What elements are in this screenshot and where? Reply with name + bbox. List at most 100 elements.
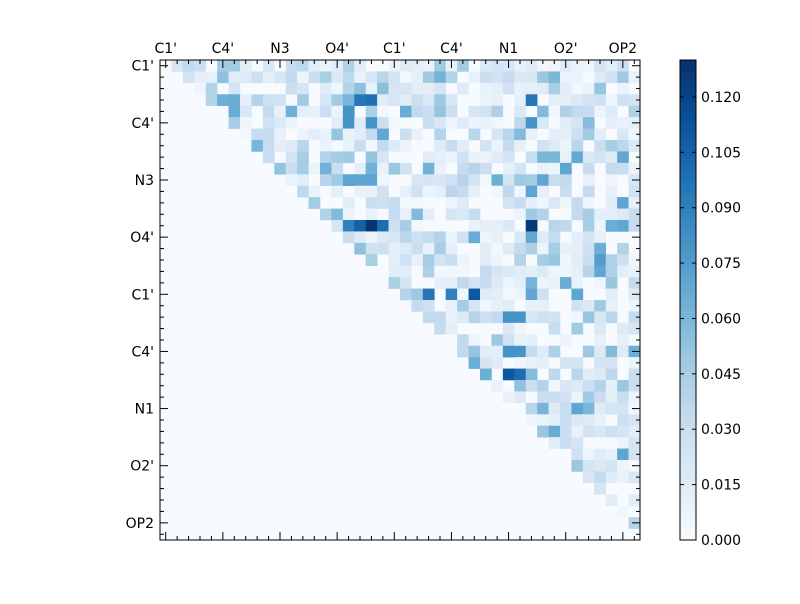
heatmap-cell [434, 322, 447, 335]
heatmap-cell [388, 254, 401, 267]
heatmap-cell [445, 140, 458, 152]
heatmap-cell [434, 231, 447, 244]
heatmap-cell [480, 94, 492, 107]
heatmap-cell [514, 82, 527, 95]
heatmap-cell [228, 117, 241, 129]
heatmap-cell [594, 94, 607, 107]
heatmap-cell [262, 94, 275, 107]
colorbar-tick-label: 0.090 [701, 201, 741, 217]
heatmap-cell [480, 162, 492, 175]
heatmap-cell [491, 300, 504, 312]
heatmap-cell [628, 105, 641, 118]
heatmap-cell [251, 71, 264, 84]
heatmap-cell [548, 242, 561, 255]
heatmap-cell [411, 71, 424, 84]
heatmap-cell [377, 185, 389, 198]
heatmap-cell [514, 265, 527, 278]
heatmap-cell [605, 425, 618, 438]
heatmap-cell [525, 174, 538, 187]
heatmap-cell [297, 174, 309, 187]
heatmap-cell [262, 128, 275, 141]
heatmap-cell [274, 140, 287, 152]
heatmap-cell [514, 391, 527, 404]
heatmap-cell [594, 60, 607, 72]
heatmap-cell [514, 71, 527, 84]
heatmap-cell [480, 220, 492, 232]
heatmap-cell [434, 151, 447, 164]
heatmap-cell [480, 71, 492, 84]
heatmap-cell [262, 151, 275, 164]
heatmap-cell [525, 402, 538, 415]
heatmap-cell [491, 117, 504, 129]
heatmap-cell [434, 117, 447, 129]
heatmap-cell [365, 71, 378, 84]
heatmap-cell [605, 140, 618, 152]
heatmap-cell [480, 174, 492, 187]
heatmap-cell [422, 151, 435, 164]
heatmap-cell [434, 140, 447, 152]
heatmap-cell [525, 82, 538, 95]
heatmap-cell [331, 94, 344, 107]
heatmap-cell [365, 231, 378, 244]
heatmap-cell [445, 277, 458, 289]
heatmap-cell [365, 197, 378, 209]
heatmap-cell [605, 197, 618, 209]
heatmap-cell [617, 242, 629, 255]
heatmap-cell [434, 71, 447, 84]
heatmap-cell [468, 357, 481, 369]
x-tick-label: O4' [325, 41, 349, 57]
heatmap-cell [365, 105, 378, 118]
heatmap-cell [274, 71, 287, 84]
heatmap-cell [457, 300, 469, 312]
heatmap-cell [445, 311, 458, 324]
heatmap-cell [377, 151, 389, 164]
heatmap-cell [480, 117, 492, 129]
heatmap-cell [422, 231, 435, 244]
heatmap-cell [571, 277, 584, 289]
heatmap-cells [160, 60, 641, 540]
heatmap-cell [571, 368, 584, 381]
heatmap-cell [582, 208, 595, 221]
heatmap-cell [480, 300, 492, 312]
colorbar-tick-label: 0.120 [701, 90, 741, 106]
heatmap-cell [502, 322, 515, 335]
heatmap-cell [537, 277, 549, 289]
heatmap-cell [617, 345, 629, 358]
heatmap-cell [548, 197, 561, 209]
heatmap-cell [320, 128, 332, 141]
heatmap-cell [594, 311, 607, 324]
heatmap-cell [434, 242, 447, 255]
heatmap-cell [468, 174, 481, 187]
heatmap-cell [594, 414, 607, 427]
heatmap-cell [571, 82, 584, 95]
heatmap-cell [365, 208, 378, 221]
heatmap-cell [377, 140, 389, 152]
heatmap-cell [582, 254, 595, 267]
heatmap-cell [480, 82, 492, 95]
heatmap-cell [537, 380, 549, 392]
heatmap-cell [605, 117, 618, 129]
heatmap-cell [434, 265, 447, 278]
heatmap-cell [342, 117, 355, 129]
heatmap-cell [525, 414, 538, 427]
heatmap-cell [468, 220, 481, 232]
heatmap-cell [331, 162, 344, 175]
heatmap-cell [468, 334, 481, 347]
heatmap-cell [365, 151, 378, 164]
heatmap-cell [400, 128, 412, 141]
heatmap-cell [400, 220, 412, 232]
y-tick-label: N1 [135, 402, 154, 418]
heatmap-cell [491, 242, 504, 255]
heatmap-cell [262, 105, 275, 118]
heatmap-cell [331, 105, 344, 118]
heatmap-cell [617, 391, 629, 404]
heatmap-cell [445, 117, 458, 129]
heatmap-cell [285, 117, 298, 129]
heatmap-cell [411, 231, 424, 244]
heatmap-cell [514, 140, 527, 152]
heatmap-cell [525, 185, 538, 198]
heatmap-cell [548, 220, 561, 232]
heatmap-cell [571, 425, 584, 438]
heatmap-cell [445, 254, 458, 267]
heatmap-cell [400, 94, 412, 107]
